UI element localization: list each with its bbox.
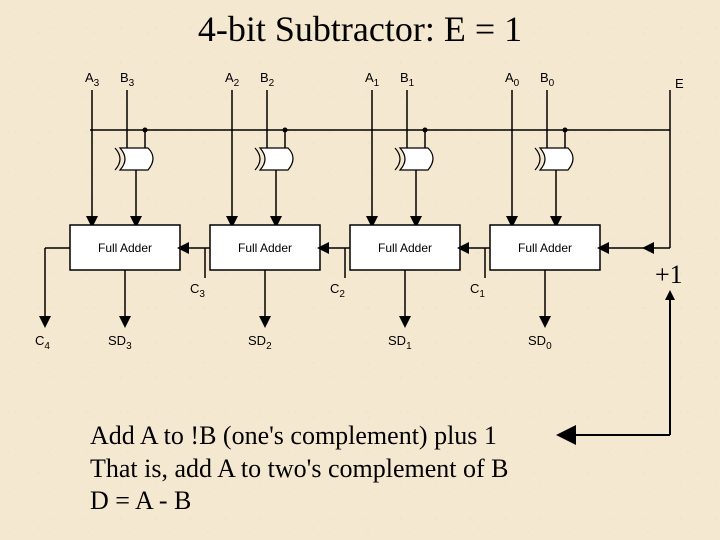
svg-text:B1: B1 [400, 70, 415, 89]
caption-line-3: D = A - B [90, 485, 508, 518]
circuit-diagram: E A3 B3 Full Adder C4 SD3 C3 [30, 60, 690, 360]
svg-text:C4: C4 [35, 333, 50, 352]
page-title: 4-bit Subtractor: E = 1 [0, 8, 720, 50]
caption-line-1: Add A to !B (one's complement) plus 1 [90, 420, 508, 453]
svg-text:Full Adder: Full Adder [98, 241, 152, 255]
svg-text:B3: B3 [120, 70, 135, 89]
svg-text:Full Adder: Full Adder [518, 241, 572, 255]
svg-text:C2: C2 [330, 281, 345, 300]
e-label: E [675, 76, 684, 91]
column-3: A3 B3 Full Adder C4 SD3 C3 [35, 70, 205, 352]
caption-block: Add A to !B (one's complement) plus 1 Th… [90, 420, 508, 518]
svg-text:A3: A3 [85, 70, 100, 89]
svg-text:C1: C1 [470, 281, 485, 300]
column-2: A2 B2 Full Adder SD2 C2 [205, 70, 345, 352]
svg-text:SD2: SD2 [248, 333, 272, 352]
svg-text:SD1: SD1 [388, 333, 412, 352]
svg-text:C3: C3 [190, 281, 205, 300]
svg-text:B2: B2 [260, 70, 275, 89]
caption-line-2: That is, add A to two's complement of B [90, 453, 508, 486]
svg-text:Full Adder: Full Adder [378, 241, 432, 255]
svg-text:A2: A2 [225, 70, 240, 89]
column-1: A1 B1 Full Adder SD1 C1 [345, 70, 485, 352]
svg-text:Full Adder: Full Adder [238, 241, 292, 255]
svg-text:SD0: SD0 [528, 333, 552, 352]
svg-text:A0: A0 [505, 70, 520, 89]
svg-text:SD3: SD3 [108, 333, 132, 352]
svg-text:B0: B0 [540, 70, 555, 89]
svg-text:A1: A1 [365, 70, 380, 89]
column-0: A0 B0 Full Adder SD0 [485, 70, 645, 352]
